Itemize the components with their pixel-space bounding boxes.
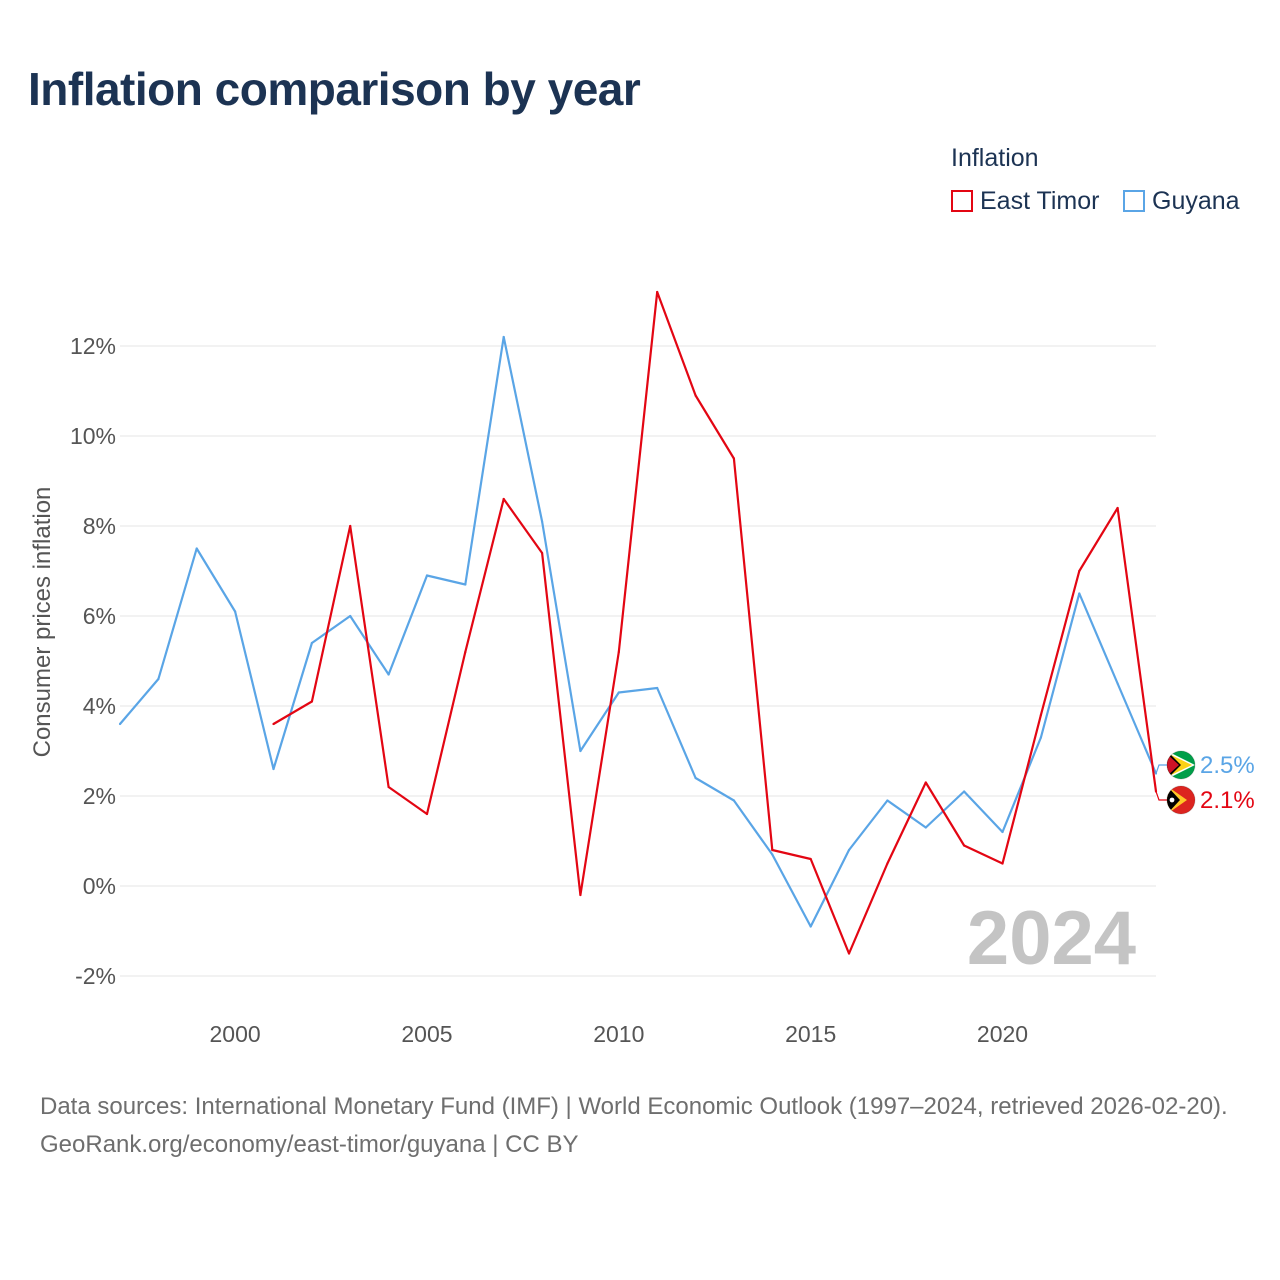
data-point-east-timor	[1039, 713, 1042, 717]
data-point-east-timor	[924, 781, 927, 784]
x-tick-label: 2015	[785, 1021, 836, 1047]
data-point-guyana	[963, 790, 966, 793]
chart-title: Inflation comparison by year	[28, 63, 641, 115]
x-tick-label: 2005	[401, 1021, 452, 1047]
data-point-east-timor	[1116, 506, 1119, 510]
data-point-east-timor	[464, 650, 467, 654]
legend-item-east-timor[interactable]: East Timor	[951, 186, 1099, 216]
data-point-east-timor	[809, 857, 812, 861]
source-attribution: Data sources: International Monetary Fun…	[40, 1093, 1228, 1120]
data-point-east-timor	[694, 394, 697, 397]
data-point-guyana	[310, 641, 313, 645]
year-watermark: 2024	[967, 896, 1136, 981]
data-point-guyana	[464, 583, 467, 586]
y-tick-label: 10%	[70, 423, 116, 449]
series-line-guyana[interactable]	[119, 335, 1158, 928]
data-point-guyana	[771, 853, 774, 856]
data-point-guyana	[847, 848, 851, 852]
data-point-east-timor	[963, 844, 966, 847]
data-point-guyana	[118, 722, 122, 726]
legend-item-guyana[interactable]: Guyana	[1123, 186, 1240, 216]
data-point-east-timor	[272, 722, 275, 726]
legend-label-east-timor: East Timor	[980, 186, 1100, 215]
data-point-guyana	[1001, 830, 1004, 834]
data-point-guyana	[886, 799, 889, 802]
data-point-east-timor	[617, 650, 620, 654]
data-point-east-timor	[540, 551, 544, 555]
data-point-guyana	[157, 677, 160, 681]
y-tick-label: 6%	[83, 603, 116, 629]
data-point-east-timor	[771, 848, 774, 852]
data-point-guyana	[1116, 682, 1119, 685]
y-tick-label: 0%	[83, 873, 116, 899]
east-timor-flag-icon	[1166, 785, 1196, 815]
data-point-east-timor	[732, 457, 736, 460]
data-point-guyana	[272, 767, 275, 771]
data-point-guyana	[924, 826, 927, 829]
end-value-label-east-timor: 2.1%	[1200, 787, 1255, 814]
y-tick-label: 2%	[83, 783, 116, 809]
data-point-guyana	[656, 686, 659, 690]
data-point-guyana	[387, 673, 390, 676]
y-tick-label: 8%	[83, 513, 116, 539]
legend-heading: Inflation	[951, 144, 1039, 172]
source-block: Data sources: International Monetary Fun…	[40, 1088, 1250, 1164]
data-point-east-timor	[502, 497, 505, 501]
chart-plot: -2% 0% 2% 4% 6% 8% 10% 12% 2000 2005 2010 2015 2020 C…	[29, 290, 1255, 1047]
data-point-east-timor	[425, 812, 429, 816]
y-tick-label: 4%	[83, 693, 116, 719]
data-point-guyana	[502, 335, 505, 339]
data-point-east-timor	[310, 700, 313, 703]
data-point-east-timor	[579, 893, 582, 897]
x-tick-label: 2010	[593, 1021, 644, 1047]
end-connector-east-timor	[1155, 791, 1169, 801]
data-point-east-timor	[387, 785, 390, 789]
guyana-flag-icon	[1166, 750, 1196, 780]
y-tick-label: -2%	[75, 963, 116, 989]
data-point-east-timor	[886, 862, 889, 865]
data-point-guyana	[234, 610, 237, 613]
data-point-east-timor	[1078, 569, 1081, 573]
data-point-guyana	[617, 691, 620, 694]
data-point-east-timor	[1001, 862, 1004, 865]
data-point-guyana	[579, 749, 582, 753]
x-tick-label: 2000	[210, 1021, 261, 1047]
data-point-east-timor	[847, 952, 851, 955]
data-point-east-timor	[656, 290, 659, 294]
data-point-guyana	[349, 614, 352, 618]
data-point-guyana	[1039, 736, 1042, 739]
end-value-label-guyana: 2.5%	[1200, 752, 1255, 779]
data-point-guyana	[694, 776, 697, 780]
series-line-east-timor[interactable]	[272, 290, 1158, 955]
data-point-guyana	[540, 520, 544, 523]
data-point-guyana	[809, 925, 812, 928]
data-point-guyana	[732, 799, 736, 802]
end-connector-guyana	[1155, 764, 1169, 774]
x-tick-label: 2020	[977, 1021, 1028, 1047]
y-tick-label: 12%	[70, 333, 116, 359]
data-point-guyana	[425, 574, 429, 577]
data-point-guyana	[195, 547, 198, 550]
legend-swatch-guyana	[1123, 190, 1145, 212]
legend-swatch-east-timor	[951, 190, 973, 212]
data-point-guyana	[1078, 592, 1081, 595]
y-axis-title: Consumer prices inflation	[29, 487, 56, 758]
source-link[interactable]: GeoRank.org/economy/east-timor/guyana | …	[40, 1131, 579, 1158]
data-point-east-timor	[349, 524, 352, 528]
legend-label-guyana: Guyana	[1152, 186, 1240, 215]
